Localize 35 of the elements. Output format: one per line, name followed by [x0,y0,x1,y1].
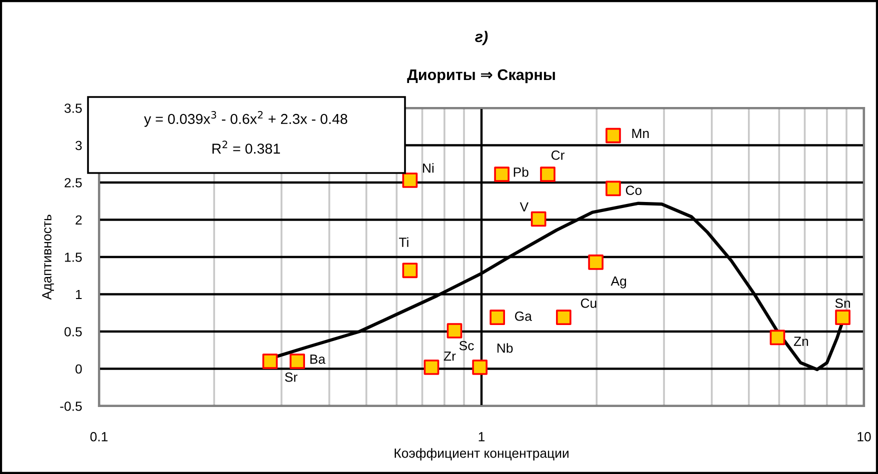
y-axis-title: Адаптивность [42,214,54,300]
x-tick-label: 1 [478,432,485,442]
annotation: Pb [514,167,528,177]
annotation: y = 0.039x$^{3}$ - 0.6x$^{2}$ + 2.3x - 0.48 [144,110,348,127]
annotation: Sn [835,298,850,308]
annotation: Zr [444,352,456,361]
annotation: Cu [580,298,596,308]
y-tick-label: 3.5 [64,104,82,113]
x-tick-label: 10 [858,432,871,442]
annotation: Sc [459,340,474,350]
y-tick-label: 1.5 [65,252,82,262]
annotation: Ti [398,237,408,247]
y-tick-label: 0.5 [64,327,82,336]
y-tick-label: 0 [76,364,82,374]
y-tick-label: 2.5 [64,178,82,188]
y-tick-label: 1 [76,290,82,300]
annotation: Zn [794,336,808,346]
x-axis-title: Коэффициент концентрации [394,448,568,460]
chart-title: г) [475,30,488,46]
annotation: Mn [632,128,649,138]
chart-subtitle: Диориты ⇒ Скарны [407,69,555,84]
annotation: Ag [610,276,626,288]
annotation: Ga [514,312,532,321]
annotation: Co [626,186,642,195]
y-tick-label: -0.5 [60,402,82,411]
x-tick-label: 0.1 [90,432,108,442]
y-tick-label: 2 [76,215,82,225]
annotation: Nb [497,343,513,353]
y-tick-label: 3 [76,140,82,150]
annotation: V [520,202,529,212]
annotation: Ba [310,354,326,364]
annotation: Sr [285,372,298,382]
annotation: Ni [423,163,434,173]
annotation: R$^{2}$ = 0.381 [212,140,280,154]
annotation: Cr [551,150,564,160]
